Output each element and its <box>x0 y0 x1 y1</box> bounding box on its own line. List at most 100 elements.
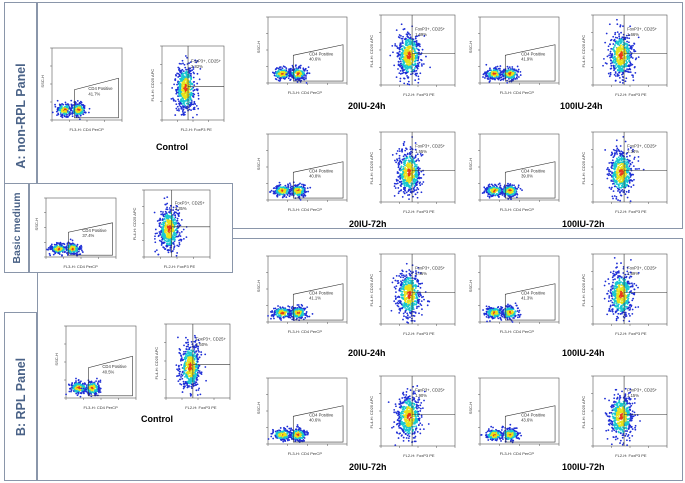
x-axis-label: FL2-H: FoxP3 PE <box>615 453 647 458</box>
b-control-caption: Control <box>141 414 173 424</box>
cd4-gate-label: CD4 Positive <box>521 290 546 295</box>
a-20-72-foxp3-plot: FoxP3+, CD25+1.55% FL4-H: CD25 APC FL2-H: … <box>369 131 456 214</box>
non-rpl-panel-label: A: non-RPL Panel <box>13 62 28 169</box>
x-axis-label: FL2-H: FoxP3 PE <box>164 264 196 269</box>
y-axis-label: FL4-H: CD25 APC <box>369 35 374 68</box>
foxp3-percent: 1.15% <box>627 393 639 398</box>
x-axis-label: FL2-H: FoxP3 PE <box>403 453 435 458</box>
x-axis-label: FL2-H: FoxP3 PE <box>181 127 213 132</box>
plot-frame <box>592 253 668 325</box>
y-axis-label: SSC-H <box>468 402 473 415</box>
cd4-gate-label: CD4 Positive <box>309 290 334 295</box>
y-axis-label: SSC-H <box>468 280 473 293</box>
cd4-percent: 43.6% <box>521 418 533 423</box>
event-dots <box>391 136 425 201</box>
y-axis-label: FL4-H: CD25 APC <box>150 69 155 102</box>
foxp3-gate-label: FoxP3+, CD25+ <box>191 58 222 63</box>
foxp3-gate-label: FoxP3+, CD25+ <box>627 26 658 31</box>
a-100-24-caption: 100IU-24h <box>560 101 603 111</box>
x-axis-label: FL2-H: FoxP3 PE <box>403 209 435 214</box>
cd4-percent: 40.5% <box>102 370 114 375</box>
event-dots <box>153 196 188 257</box>
event-dots <box>604 136 645 203</box>
event-dots <box>604 387 641 447</box>
y-axis-label: SSC-H <box>256 280 261 293</box>
foxp3-percent: 1.45% <box>415 271 427 276</box>
cd4-percent: 40.6% <box>309 57 321 62</box>
foxp3-percent: 1.55% <box>415 149 427 154</box>
foxp3-gate-label: FoxP3+, CD25+ <box>415 387 446 392</box>
a-control-caption: Control <box>156 142 188 152</box>
foxp3-gate-label: FoxP3+, CD25+ <box>627 265 658 270</box>
cd4-gate-label: CD4 Positive <box>88 86 113 91</box>
a-100-24-foxp3-plot: FoxP3+, CD25+1.66% FL4-H: CD25 APC FL2-H: … <box>581 14 668 97</box>
a-20-24-foxp3-plot: FoxP3+, CD25+1.69% FL4-H: CD25 APC FL2-H: … <box>369 14 456 97</box>
x-axis-label: FL3-H: CD4 PerCP <box>288 451 323 456</box>
cd4-gate-label: CD4 Positive <box>521 412 546 417</box>
foxp3-gate-label: FoxP3+, CD25+ <box>627 143 658 148</box>
b-20-72-caption: 20IU-72h <box>349 462 387 472</box>
y-axis-label: FL4-H: CD25 APC <box>581 35 586 68</box>
cd4-gate <box>292 44 344 82</box>
cd4-gate <box>88 355 133 397</box>
b-20-24-foxp3-plot: FoxP3+, CD25+1.45% FL4-H: CD25 APC FL2-H: … <box>369 253 456 336</box>
cd4-gate <box>74 77 119 119</box>
y-axis-label: FL4-H: CD25 APC <box>581 152 586 185</box>
foxp3-percent: 1.90% <box>415 393 427 398</box>
y-axis-label: FL4-H: CD25 APC <box>132 207 137 240</box>
foxp3-percent: 1.89% <box>627 271 639 276</box>
event-dots <box>65 377 102 398</box>
b-control-foxp3-plot: FoxP3+, CD25+1.60% FL4-H: CD25 APC FL2-H: … <box>154 323 231 410</box>
x-axis-label: FL2-H: FoxP3 PE <box>615 92 647 97</box>
cd4-gate <box>292 283 344 321</box>
b-100-72-caption: 100IU-72h <box>562 462 605 472</box>
cd4-gate <box>292 161 344 199</box>
a-control-foxp3-plot: FoxP3+, CD25+2.82% FL4-H: CD25 APC FL2-H: … <box>150 45 225 132</box>
cd4-percent: 41.1% <box>309 296 321 301</box>
foxp3-gate-label: FoxP3+, CD25+ <box>196 336 227 341</box>
cd4-gate <box>292 405 344 443</box>
y-axis-label: SSC-H <box>40 75 45 88</box>
cd4-percent: 41.7% <box>88 92 100 97</box>
b-100-24-foxp3-plot: FoxP3+, CD25+1.89% FL4-H: CD25 APC FL2-H: … <box>581 253 668 336</box>
cd4-gate <box>504 283 556 321</box>
a-100-72-caption: 100IU-72h <box>562 219 605 229</box>
y-axis-label: SSC-H <box>54 353 59 366</box>
basic-foxp3-plot: FoxP3+, CD25+3.35% FL4-H: CD25 APC FL2-H: … <box>132 189 211 269</box>
y-axis-label: SSC-H <box>256 41 261 54</box>
cd4-gate <box>504 161 556 199</box>
cd4-gate-label: CD4 Positive <box>521 51 546 56</box>
event-dots <box>170 55 202 119</box>
x-axis-label: FL3-H: CD4 PerCP <box>500 90 535 95</box>
event-dots <box>482 63 522 84</box>
cd4-gate-label: CD4 Positive <box>102 364 127 369</box>
y-axis-label: FL4-H: CD25 APC <box>581 274 586 307</box>
event-dots <box>389 23 431 86</box>
foxp3-percent: 2.34% <box>627 149 639 154</box>
a-100-72-foxp3-plot: FoxP3+, CD25+2.34% FL4-H: CD25 APC FL2-H: … <box>581 131 668 214</box>
y-axis-label: FL4-H: CD25 APC <box>581 396 586 429</box>
x-axis-label: FL3-H: CD4 PerCP <box>288 207 323 212</box>
rpl-panel-tab: B: RPL Panel <box>4 312 37 481</box>
y-axis-label: SSC-H <box>34 218 39 231</box>
b-100-72-foxp3-plot: FoxP3+, CD25+1.15% FL4-H: CD25 APC FL2-H: … <box>581 375 668 458</box>
rpl-panel <box>37 238 683 481</box>
event-dots <box>480 423 523 444</box>
x-axis-label: FL2-H: FoxP3 PE <box>185 405 217 410</box>
event-dots <box>267 424 309 443</box>
y-axis-label: SSC-H <box>256 158 261 171</box>
x-axis-label: FL3-H: CD4 PerCP <box>84 405 119 410</box>
x-axis-label: FL3-H: CD4 PerCP <box>500 329 535 334</box>
cd4-percent: 41.3% <box>521 296 533 301</box>
b-100-24-caption: 100IU-24h <box>562 348 605 358</box>
event-dots <box>267 303 314 322</box>
event-dots <box>390 262 431 324</box>
cd4-percent: 39.0% <box>521 174 533 179</box>
